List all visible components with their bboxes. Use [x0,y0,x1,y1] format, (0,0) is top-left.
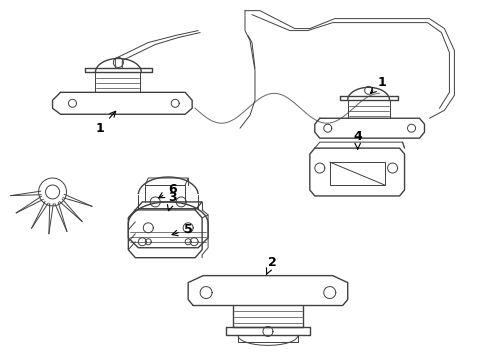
Text: 6: 6 [159,184,176,198]
Text: 1: 1 [370,76,386,94]
Text: 5: 5 [172,223,193,236]
Text: 2: 2 [267,256,276,275]
Text: 4: 4 [353,130,362,149]
Text: 3: 3 [168,192,176,211]
Text: 1: 1 [96,111,116,135]
